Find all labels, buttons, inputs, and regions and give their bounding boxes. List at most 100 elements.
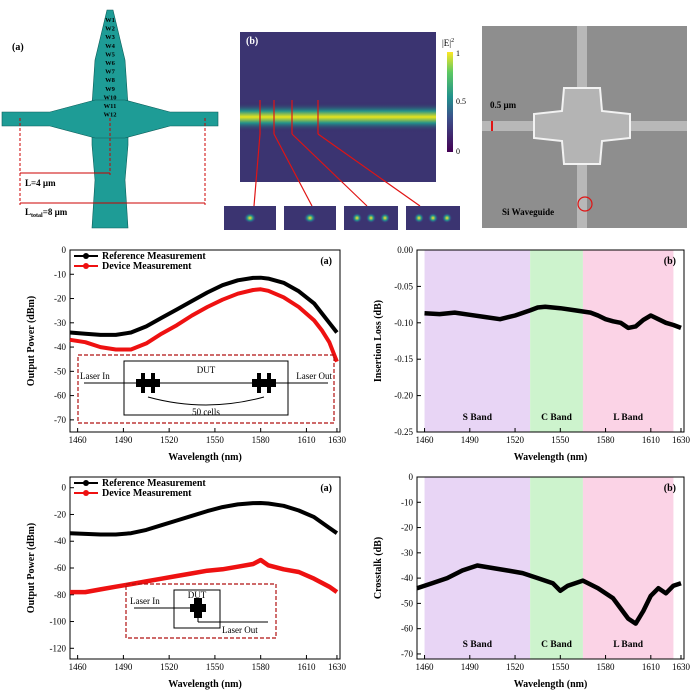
y-tick-label: -0.25: [394, 427, 413, 437]
x-tick-label: 1630: [672, 435, 691, 445]
y-tick-label: -70: [401, 649, 413, 659]
x-tick-label: 1630: [328, 435, 347, 445]
y-tick-label: -30: [401, 548, 413, 558]
x-tick-label: 1550: [206, 662, 225, 672]
x-axis-label: Wavelength (nm): [168, 452, 242, 463]
x-axis-label: Wavelength (nm): [168, 679, 242, 690]
cell-label: W1: [105, 17, 115, 24]
y-tick-label: -120: [50, 643, 67, 653]
y-axis-label: Output Power (dBm): [26, 523, 37, 613]
band-l-band: [582, 477, 674, 659]
y-tick-label: -40: [54, 536, 66, 546]
panel-label: (a): [320, 483, 332, 494]
x-tick-label: 1490: [461, 435, 480, 445]
y-tick-label: -80: [54, 590, 66, 600]
svg-text:Laser Out: Laser Out: [222, 625, 258, 635]
x-tick-label: 1550: [551, 662, 570, 672]
x-tick-label: 1460: [69, 662, 88, 672]
insertion-power-chart: 1460 1490 1520 1550 1580 1610 1630 0 -10 -20 -30 -4…: [26, 245, 347, 463]
y-tick-label: -50: [54, 366, 66, 376]
series-line: [70, 557, 339, 595]
cell-label: W2: [105, 26, 115, 33]
x-tick-label: 1520: [506, 435, 525, 445]
y-tick-label: -100: [50, 617, 67, 627]
x-tick-label: 1580: [252, 662, 271, 672]
x-tick-label: 1630: [672, 662, 691, 672]
band-label: C Band: [541, 640, 573, 650]
y-tick-label: 0: [409, 472, 414, 482]
field-simulation-panel: (b) |E|2 1 0.5 0: [222, 24, 472, 234]
y-axis-label: Output Power (dBm): [26, 296, 37, 386]
panel-label: (b): [664, 483, 676, 494]
cell-label: W12: [104, 112, 117, 119]
sem-crossing: [533, 87, 631, 165]
field-panel-label: (b): [246, 36, 258, 47]
measurement-inset: Laser In Laser Out DUT: [125, 583, 277, 639]
x-tick-label: 1550: [206, 435, 225, 445]
y-tick-label: -20: [54, 509, 66, 519]
insertion-loss-chart: S Band C Band L Band 1460 1490 1520 1550 1580 16…: [373, 245, 691, 463]
colorbar-tick-0: 0: [456, 147, 460, 156]
y-tick-label: 0: [62, 245, 67, 255]
y-tick-label: -70: [54, 415, 66, 425]
plot-frame: [416, 249, 685, 433]
y-axis-label: Crosstalk (dB): [373, 537, 384, 599]
colorbar: [447, 52, 453, 152]
y-tick-label: -30: [54, 318, 66, 328]
cell-label: W10: [104, 94, 117, 101]
y-tick-label: -60: [54, 563, 66, 573]
cut-markers: [253, 100, 421, 207]
device-layout-panel: (a) W1 W2 W3 W4 W5 W6 W7 W8 W9 W10 W11 W12 L=4 µm L…: [0, 0, 230, 232]
legend-marker: [83, 490, 89, 496]
x-tick-label: 1610: [297, 662, 316, 672]
svg-text:50 cells: 50 cells: [192, 407, 220, 417]
band-label: S Band: [463, 640, 493, 650]
legend-marker: [83, 263, 89, 269]
mode-profiles: [224, 206, 460, 230]
legend-label: Device Measurement: [102, 488, 192, 499]
dim-total-label: Ltotal=8 µm: [25, 207, 68, 219]
cell-label: W11: [104, 103, 117, 110]
x-tick-label: 1490: [114, 662, 133, 672]
x-axis-label: Wavelength (nm): [514, 452, 588, 463]
colorbar-title: |E|2: [442, 38, 454, 48]
series-line: [69, 287, 339, 363]
x-tick-label: 1520: [160, 435, 179, 445]
x-tick-label: 1580: [597, 662, 616, 672]
y-tick-label: -0.10: [394, 318, 413, 328]
series-line: [69, 501, 339, 537]
svg-text:DUT: DUT: [197, 365, 216, 375]
band-s-band: [424, 477, 531, 659]
waveguide-circle: [577, 196, 593, 212]
sem-image-panel: 0.5 µm Si Waveguide: [482, 26, 687, 228]
x-tick-label: 1610: [642, 435, 661, 445]
band-l-band: [582, 250, 674, 432]
field-simulation-figure: (b) |E|2 1 0.5 0: [224, 32, 466, 230]
y-tick-label: -20: [401, 523, 413, 533]
y-tick-label: 0: [62, 483, 67, 493]
band-c-band: [530, 250, 583, 432]
x-tick-label: 1460: [416, 662, 435, 672]
svg-text:Laser In: Laser In: [80, 371, 110, 381]
series-line: [69, 275, 339, 337]
band-s-band: [424, 250, 531, 432]
plot-frame: [416, 476, 685, 660]
y-tick-label: -40: [54, 342, 66, 352]
legend-label: Device Measurement: [102, 261, 192, 272]
crosstalk-chart: S Band C Band L Band 1460 1490 1520 1550 1580 16…: [373, 472, 691, 690]
layout-panel-label: (a): [12, 42, 24, 53]
x-tick-label: 1460: [69, 435, 88, 445]
x-tick-label: 1490: [461, 662, 480, 672]
y-tick-label: -60: [401, 624, 413, 634]
y-tick-label: -50: [401, 598, 413, 608]
x-axis-label: Wavelength (nm): [514, 679, 588, 690]
cell-label: W5: [105, 51, 116, 58]
y-tick-label: -0.15: [394, 354, 413, 364]
field-beam: [240, 102, 436, 132]
band-label: L Band: [613, 640, 644, 650]
band-c-band: [530, 477, 583, 659]
band-label: C Band: [541, 413, 573, 423]
crosstalk-power-chart: 1460 1490 1520 1550 1580 1610 1630 0 -20 -40 -60 -8…: [26, 476, 346, 690]
y-tick-label: -10: [54, 269, 66, 279]
legend-label: Reference Measurement: [102, 478, 206, 489]
